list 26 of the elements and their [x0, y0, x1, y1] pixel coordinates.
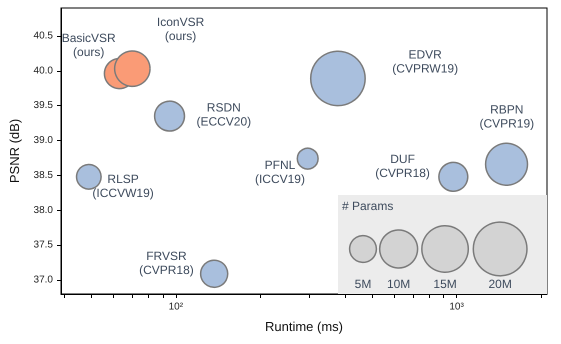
y-tick-label: 38.5 — [34, 170, 54, 181]
legend-label: 20M — [488, 277, 512, 291]
y-tick-label: 37.5 — [34, 240, 54, 251]
series-label: IconVSR (ours) — [156, 14, 205, 43]
y-tick-label: 40.5 — [34, 30, 54, 42]
text: EDVR (CVPRW19) — [392, 48, 458, 76]
x-axis-title: Runtime (ms) — [264, 319, 344, 334]
legend-label: 5M — [354, 277, 372, 291]
series-label: RBPN (CVPR19) — [479, 102, 534, 131]
series-label: FRVSR (CVPR18) — [139, 249, 194, 278]
y-tick-label: 39.0 — [34, 135, 54, 146]
series-label: BasicVSR (ours) — [62, 30, 116, 59]
series-label: DUF (CVPR18) — [375, 152, 430, 180]
series-label: PFNL (ICCV19) — [254, 158, 305, 186]
x-tick-label: 10² — [168, 302, 184, 312]
y-axis-title: PSNR (dB) — [7, 118, 22, 184]
y-tick-label: 40.0 — [34, 65, 54, 76]
y-tick-label: 39.5 — [34, 100, 54, 112]
series-label: RSDN (ECCV20) — [196, 100, 252, 128]
legend-title: # Params — [342, 199, 394, 213]
y-tick-label: 38.0 — [34, 204, 54, 216]
y-tick-label: 37.0 — [34, 274, 54, 286]
x-tick-label: 10³ — [449, 302, 464, 312]
legend-label: 15M — [433, 277, 457, 291]
series-label: RLSP (ICCVW19) — [92, 172, 154, 200]
legend-label: 10M — [386, 277, 410, 291]
